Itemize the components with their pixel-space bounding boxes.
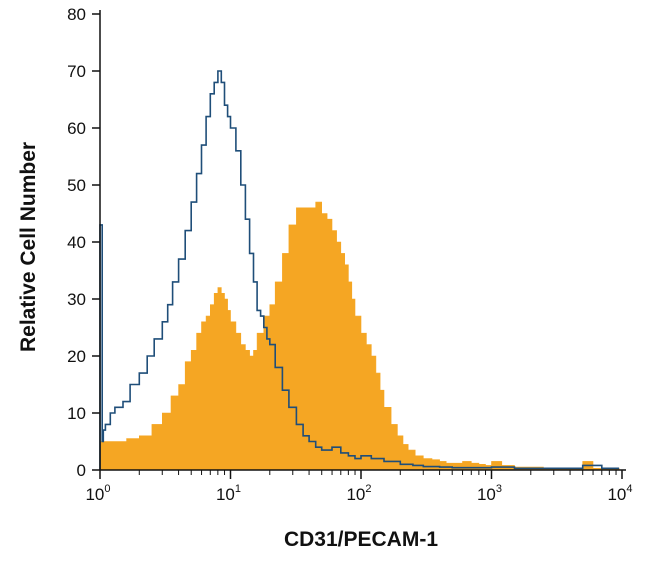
x-axis-title: CD31/PECAM-1 xyxy=(284,528,438,551)
histogram-filled-series xyxy=(99,201,620,471)
y-tick-label: 10 xyxy=(67,404,86,423)
y-tick-label: 40 xyxy=(67,233,86,252)
y-tick-label: 70 xyxy=(67,62,86,81)
axes-layer xyxy=(99,10,626,471)
y-tick-label: 30 xyxy=(67,290,86,309)
x-tick-label: 101 xyxy=(216,483,241,504)
histogram-outline-series xyxy=(99,70,620,470)
y-tick-label: 0 xyxy=(77,461,86,480)
y-tick-label: 20 xyxy=(67,347,86,366)
y-tick-label: 60 xyxy=(67,119,86,138)
ticks-layer: 0 10 20 30 40 50 60 70 80 100 101 102 103 104 xyxy=(67,5,632,504)
y-tick-label: 80 xyxy=(67,5,86,24)
x-tick-label: 104 xyxy=(607,483,632,504)
x-tick-label: 103 xyxy=(477,483,502,504)
y-axis-title: Relative Cell Number xyxy=(17,142,40,352)
y-tick-label: 50 xyxy=(67,176,86,195)
series-layer xyxy=(99,70,620,471)
x-tick-label: 102 xyxy=(346,483,371,504)
x-tick-label: 100 xyxy=(85,483,110,504)
